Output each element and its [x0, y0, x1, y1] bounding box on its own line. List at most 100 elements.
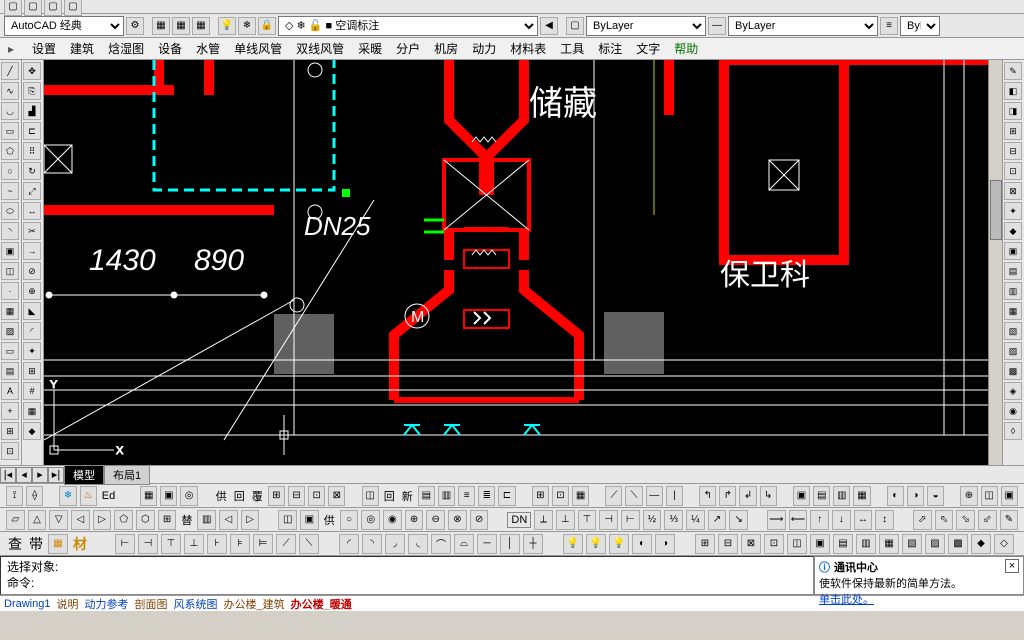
fillet-tool-icon[interactable]: ◜ — [23, 322, 41, 340]
tool-icon[interactable]: ⬠ — [114, 510, 133, 530]
tool-icon[interactable]: ▥ — [197, 510, 216, 530]
tool-icon[interactable]: ◝ — [362, 534, 382, 554]
tool-icon[interactable]: ⊠ — [741, 534, 761, 554]
tool-icon[interactable]: ◟ — [408, 534, 428, 554]
tool-icon[interactable]: 💡 — [563, 534, 583, 554]
tool-icon[interactable]: ⊕ — [405, 510, 424, 530]
tool-icon[interactable]: ¼ — [686, 510, 705, 530]
icon-generic[interactable]: ▢ — [44, 0, 62, 16]
label-xin[interactable]: 新 — [400, 488, 415, 504]
tool-icon[interactable]: — — [646, 486, 663, 506]
menu-arrow-icon[interactable]: ▸ — [8, 42, 14, 56]
menu-equip[interactable]: 设备 — [158, 40, 182, 57]
menu-bom[interactable]: 材料表 — [510, 40, 546, 57]
tool-icon[interactable]: ▣ — [160, 486, 177, 506]
tool-icon[interactable]: ⊧ — [230, 534, 250, 554]
tool-icon[interactable]: 💡 — [586, 534, 606, 554]
tool-icon[interactable]: ▩ — [1004, 362, 1022, 380]
stretch-tool-icon[interactable]: ↔ — [23, 202, 41, 220]
tab-first-icon[interactable]: |◂ — [0, 467, 16, 483]
tool-icon[interactable]: │ — [500, 534, 520, 554]
hatch-tool-icon[interactable]: ▦ — [1, 302, 19, 320]
move-tool-icon[interactable]: ✥ — [23, 62, 41, 80]
tool-icon[interactable]: ▨ — [1004, 342, 1022, 360]
tool-icon[interactable]: ♨ — [80, 486, 97, 506]
tool-icon[interactable]: ✎ — [1000, 510, 1019, 530]
tool-icon[interactable]: ⊞ — [23, 362, 41, 380]
spline-tool-icon[interactable]: ~ — [1, 182, 19, 200]
join-tool-icon[interactable]: ⊕ — [23, 282, 41, 300]
menu-duct1[interactable]: 单线风管 — [234, 40, 282, 57]
rect-tool-icon[interactable]: ▭ — [1, 122, 19, 140]
tool-icon[interactable]: ◐ — [887, 486, 904, 506]
point-tool-icon[interactable]: · — [1, 282, 19, 300]
tool-icon[interactable]: ◁ — [219, 510, 238, 530]
tool-icon[interactable]: ⊨ — [253, 534, 273, 554]
line-tool-icon[interactable]: ╱ — [1, 62, 19, 80]
tool-icon[interactable]: ▦ — [48, 534, 68, 554]
tool-icon[interactable]: ┼ — [523, 534, 543, 554]
tool-icon[interactable]: ⬁ — [935, 510, 954, 530]
tool-icon[interactable]: ⬂ — [956, 510, 975, 530]
tool-icon[interactable]: ▦ — [140, 486, 157, 506]
tool-icon[interactable]: ▦ — [23, 402, 41, 420]
tool-icon[interactable]: ⊡ — [308, 486, 325, 506]
mtext-tool-icon[interactable]: A — [1, 382, 19, 400]
menu-dim[interactable]: 标注 — [598, 40, 622, 57]
tool-icon[interactable]: ½ — [643, 510, 662, 530]
tool-icon[interactable]: ⅓ — [664, 510, 683, 530]
tool-icon[interactable]: ▣ — [793, 486, 810, 506]
tab-layout1[interactable]: 布局1 — [104, 465, 150, 485]
tool-icon[interactable]: ⊡ — [1, 442, 19, 460]
label-dn[interactable]: DN — [507, 512, 531, 528]
tool-icon[interactable]: ⟋ — [276, 534, 296, 554]
tool-icon[interactable]: ↓ — [832, 510, 851, 530]
tool-icon[interactable]: ↱ — [719, 486, 736, 506]
array-tool-icon[interactable]: ⠿ — [23, 142, 41, 160]
linetype-combo[interactable]: ByLayer — [728, 16, 878, 36]
tool-icon[interactable]: ▷ — [241, 510, 260, 530]
tool-icon[interactable]: ▤ — [813, 486, 830, 506]
tool-icon[interactable]: ▣ — [810, 534, 830, 554]
dwg-tab[interactable]: 说明 — [56, 596, 78, 612]
layer-bulb-icon[interactable]: 💡 — [218, 17, 236, 35]
tool-icon[interactable]: ▨ — [925, 534, 945, 554]
tool-icon[interactable]: ◊ — [1004, 422, 1022, 440]
ellipse-arc-icon[interactable]: ◝ — [1, 222, 19, 240]
block-tool-icon[interactable]: ◫ — [1, 262, 19, 280]
lweight-icon[interactable]: ≡ — [880, 17, 898, 35]
label-gong[interactable]: 供 — [214, 488, 229, 504]
drawing-canvas[interactable]: 1430 890 DN25 储藏 保卫科 M X Y — [44, 60, 1002, 465]
tool-icon[interactable]: ◨ — [1004, 102, 1022, 120]
insert-tool-icon[interactable]: ▣ — [1, 242, 19, 260]
tool-icon[interactable]: ▥ — [833, 486, 850, 506]
chamfer-tool-icon[interactable]: ◣ — [23, 302, 41, 320]
tool-icon[interactable]: ⟍ — [299, 534, 319, 554]
tab-prev-icon[interactable]: ◂ — [16, 467, 32, 483]
color-icon[interactable]: ▢ — [566, 17, 584, 35]
tool-icon[interactable]: ◒ — [927, 486, 944, 506]
tool-icon[interactable]: ⊦ — [207, 534, 227, 554]
tool-icon[interactable]: ↳ — [760, 486, 777, 506]
tool-icon[interactable]: ⊞ — [268, 486, 285, 506]
label-fu[interactable]: 覆 — [250, 488, 265, 504]
tool-icon[interactable]: ◆ — [23, 422, 41, 440]
menu-water[interactable]: 水管 — [196, 40, 220, 57]
tool-icon[interactable]: ─ — [477, 534, 497, 554]
tool-icon[interactable]: ↔ — [854, 510, 873, 530]
tool-icon[interactable]: ▥ — [1004, 282, 1022, 300]
tool-icon[interactable]: + — [1, 402, 19, 420]
menu-text[interactable]: 文字 — [636, 40, 660, 57]
tool-icon[interactable]: ✎ — [1004, 62, 1022, 80]
tool-icon[interactable]: ▦ — [879, 534, 899, 554]
tool-icon[interactable]: ⊘ — [470, 510, 489, 530]
tool-icon[interactable]: ⬡ — [136, 510, 155, 530]
tool-icon[interactable]: ▦ — [853, 486, 870, 506]
rotate-tool-icon[interactable]: ↻ — [23, 162, 41, 180]
tool-icon[interactable]: ○ — [340, 510, 359, 530]
tool-icon[interactable]: ≡ — [458, 486, 475, 506]
circle-tool-icon[interactable]: ○ — [1, 162, 19, 180]
tool-icon[interactable]: ◫ — [787, 534, 807, 554]
tool-icon[interactable]: ▽ — [49, 510, 68, 530]
tool-icon[interactable]: ▤ — [1004, 262, 1022, 280]
